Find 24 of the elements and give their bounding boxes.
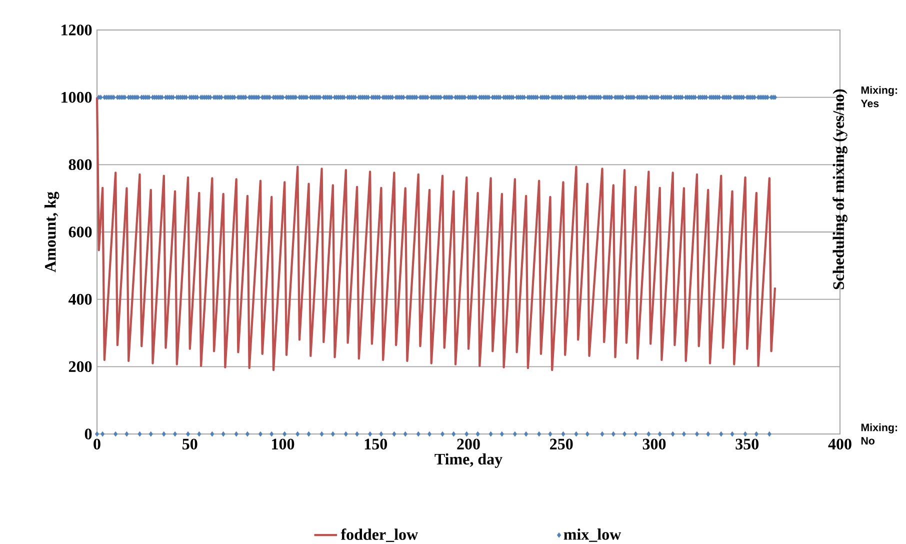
y-tick-label: 600 <box>68 226 92 238</box>
x-tick-label: 0 <box>94 438 100 450</box>
x-tick-label: 150 <box>364 438 388 450</box>
y-tick-label: 0 <box>84 428 92 440</box>
y-tick-label: 1000 <box>62 92 92 103</box>
y-tick-label: 800 <box>68 159 92 170</box>
legend-label: mix_low <box>564 528 622 542</box>
x-tick-label: 250 <box>550 438 573 450</box>
x-axis-title: Time, day <box>434 453 502 468</box>
x-tick-label: 50 <box>182 438 198 450</box>
line-series <box>96 96 776 372</box>
text: Mixing: Yes <box>860 86 898 108</box>
y-axis-title: Amount, kg <box>44 192 60 272</box>
x-tick-label: 200 <box>457 438 480 450</box>
y-tick-label: 400 <box>68 294 92 305</box>
text: Mixing: No <box>861 423 898 445</box>
x-tick-label: 400 <box>828 438 852 450</box>
x-tick-label: 100 <box>272 438 294 450</box>
y-tick-label: 1200 <box>62 24 92 36</box>
x-tick-label: 300 <box>642 438 666 450</box>
x-tick-label: 350 <box>736 438 759 450</box>
y2-axis-title: Scheduling of mixing (yes/no) <box>832 89 848 290</box>
y-tick-label: 200 <box>68 361 92 372</box>
legend-label: fodder_low <box>340 528 418 542</box>
